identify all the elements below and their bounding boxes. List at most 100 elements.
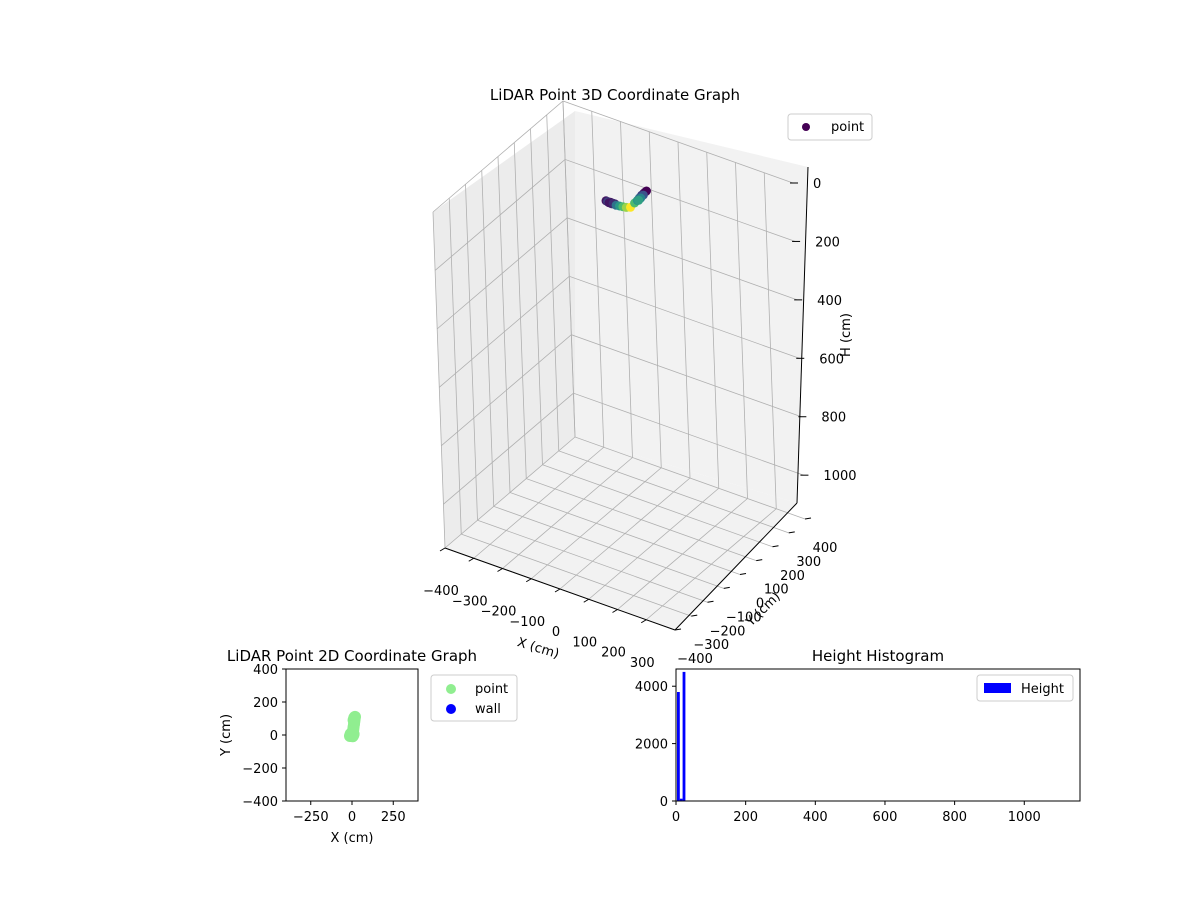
chart-3d-zlabel: H (cm) [839,313,854,357]
chart-hist-legend: Height [976,674,1074,702]
chart-3d-floor-pane [445,437,797,630]
y-tick-label: −400 [242,795,278,810]
x-tick-mark [525,578,532,583]
chart-2d-legend: point wall [430,674,518,722]
chart-2d-points [344,710,361,743]
y-tick-mark [739,573,747,575]
chart-3d-title: LiDAR Point 3D Coordinate Graph [490,86,740,104]
chart-2d-legend-marker-point [446,684,456,694]
h-tick-label: 0 [813,177,821,192]
y-tick-mark [707,600,714,603]
h-axis-line [796,166,809,504]
y-tick-mark [723,586,730,589]
grid-line-h [432,100,794,213]
h-tick-label: 400 [817,294,842,309]
h-tick-label: 200 [815,235,840,250]
y-tick-label: −100 [726,610,762,625]
chart-hist: Height Histogram 0 200 400 600 800 1000 0 2000 4… [635,647,1081,825]
x-tick-mark [612,609,618,613]
grid-line-y [513,142,757,562]
x-tick-label: −400 [423,584,459,599]
y-tick-label: 200 [253,696,278,711]
y-tick-label: 300 [796,555,821,570]
y-tick-mark [691,614,698,617]
chart-hist-frame [675,668,1081,802]
y-tick-label: −400 [677,652,713,667]
y-tick-label: 4000 [635,680,668,695]
y-tick-label: −200 [242,762,278,777]
grid-line-h [434,158,796,271]
y-tick-label: 0 [756,597,764,612]
x-tick-label: −300 [452,594,488,609]
x-tick-label: 0 [348,810,356,825]
chart-2d-legend-label-point: point [475,682,508,697]
point-marker [347,714,360,727]
chart-3d: LiDAR Point 3D Coordinate Graph −400−300… [423,86,873,671]
histogram-bar [679,798,683,801]
chart-hist-legend-label: Height [1021,682,1064,697]
chart-hist-bars [677,671,686,801]
grid-line-y [465,184,708,603]
grid-line-h [441,334,802,447]
x-tick-label: 300 [630,656,655,671]
chart-3d-legend-frame [787,113,873,141]
chart-3d-points [601,186,651,212]
x-tick-mark [640,619,647,624]
y-tick-label: 200 [780,569,805,584]
chart-2d-ticks: −250 0 250 −400 −200 0 200 400 [242,663,405,825]
y-tick-label: 400 [253,663,278,678]
x-tick-label: 100 [572,635,597,650]
x-tick-label: 0 [552,625,560,640]
y-axis-line [674,502,798,631]
x-tick-label: 400 [803,810,828,825]
grid-line-y [481,170,724,589]
y-tick-label: 100 [764,583,789,598]
x-tick-label: 800 [942,810,967,825]
chart-hist-legend-swatch [984,683,1011,693]
x-tick-mark [468,557,475,562]
h-tick-label: 600 [819,352,844,367]
x-tick-mark [583,598,590,603]
chart-3d-back-pane [575,111,808,503]
chart-2d-ylabel: Y (cm) [219,714,234,757]
x-tick-mark [554,588,561,593]
grid-line-h [439,275,800,388]
x-tick-label: 200 [601,646,626,661]
x-tick-mark [439,547,446,552]
chart-2d-legend-marker-wall [446,704,456,714]
y-tick-label: −200 [710,624,746,639]
point-marker [634,195,644,205]
grid-line-h [436,217,798,330]
chart-3d-legend-label: point [831,120,864,135]
grid-line-y [448,198,692,617]
y-tick-mark [674,628,682,631]
x-tick-label: 250 [381,810,406,825]
x-tick-label: 1000 [1008,810,1041,825]
y-tick-mark [804,517,812,520]
x-tick-label: −250 [293,810,329,825]
chart-2d-legend-label-wall: wall [475,702,501,717]
x-tick-label: 200 [733,810,758,825]
grid-line-h [443,392,804,505]
histogram-bar [682,671,686,801]
grid-line-y [530,128,773,548]
chart-hist-title: Height Histogram [812,647,944,665]
chart-3d-legend-marker [802,123,810,131]
y-tick-mark [756,559,763,562]
y-tick-label: 2000 [635,738,668,753]
chart-hist-ticks: 0 200 400 600 800 1000 0 2000 4000 [635,680,1041,825]
x-tick-label: −100 [509,615,545,630]
chart-2d-title: LiDAR Point 2D Coordinate Graph [227,647,477,665]
y-tick-label: 400 [813,541,838,556]
grid-line-y [562,100,806,520]
x-tick-mark [497,568,503,572]
y-tick-label: 0 [660,795,668,810]
grid-line-y [546,114,789,534]
chart-2d: LiDAR Point 2D Coordinate Graph −250 0 250… [219,647,518,846]
grid-line-y [497,156,741,575]
x-tick-label: −200 [481,605,517,620]
x-tick-label: 0 [672,810,680,825]
histogram-bar [677,692,680,801]
